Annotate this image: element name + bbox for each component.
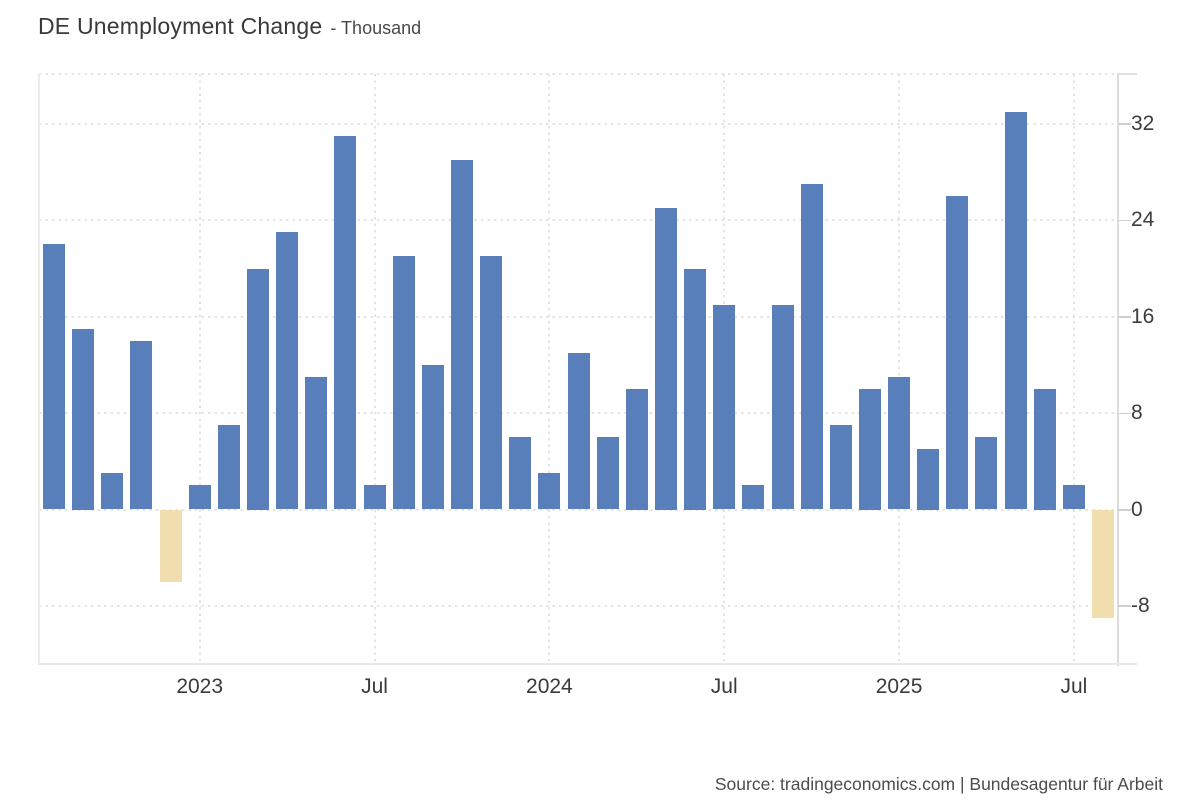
x-axis-tick-label-jul: Jul <box>1060 675 1088 698</box>
gridline-y-32 <box>39 122 1118 125</box>
bar-jan-2023[interactable] <box>188 485 211 510</box>
bar-feb-2025[interactable] <box>917 449 940 510</box>
bar-mar-2025[interactable] <box>946 196 969 510</box>
gridline-y-0 <box>39 508 1118 511</box>
y-axis-tick-mark <box>1118 509 1131 511</box>
bar-jun-2023[interactable] <box>334 135 357 510</box>
chart-header: DE Unemployment Change - Thousand <box>38 13 421 40</box>
y-axis-top-cap <box>1117 73 1137 75</box>
plot-area <box>39 73 1118 664</box>
bar-may-2024[interactable] <box>654 208 677 510</box>
bar-mar-2023[interactable] <box>246 268 269 510</box>
chart-footer: Source: tradingeconomics.com | Bundesage… <box>715 774 1163 795</box>
bar-jul-2023[interactable] <box>363 485 386 510</box>
bar-jul-2024[interactable] <box>713 304 736 510</box>
bar-sep-2024[interactable] <box>771 304 794 510</box>
y-axis-tick-label-24: 24 <box>1131 208 1155 232</box>
chart-title: DE Unemployment Change <box>38 13 323 39</box>
bar-oct-2022[interactable] <box>101 473 124 510</box>
bar-jul-2025[interactable] <box>1062 485 1085 510</box>
y-axis-tick-mark <box>1118 605 1131 607</box>
gridline-top <box>39 73 1118 75</box>
gridline-x-jul <box>373 74 376 664</box>
x-axis-line <box>38 663 1137 665</box>
y-axis-tick-label-16: 16 <box>1131 304 1155 328</box>
bar-apr-2025[interactable] <box>975 437 998 510</box>
bar-nov-2022[interactable] <box>130 340 153 510</box>
chart-subtitle: - Thousand <box>330 18 422 38</box>
bar-jan-2025[interactable] <box>888 376 911 510</box>
bar-aug-2024[interactable] <box>742 485 765 510</box>
bar-sep-2022[interactable] <box>72 328 95 510</box>
source-text: Source: tradingeconomics.com | Bundesage… <box>714 774 1163 794</box>
bar-may-2023[interactable] <box>305 376 328 510</box>
bar-mar-2024[interactable] <box>596 437 619 510</box>
gridline-y-16 <box>39 315 1118 318</box>
gridline-x-2023 <box>198 74 201 664</box>
bar-apr-2024[interactable] <box>625 389 648 510</box>
y-axis-tick-mark <box>1118 412 1131 415</box>
bar-aug-2022[interactable] <box>43 244 65 510</box>
bar-feb-2023[interactable] <box>217 425 240 510</box>
x-axis-tick-label-2024: 2024 <box>526 675 573 698</box>
x-axis-tick-label-jul: Jul <box>361 675 388 698</box>
y-axis-tick-mark <box>1118 219 1131 222</box>
bar-apr-2023[interactable] <box>276 232 299 510</box>
gridline-y-24 <box>39 219 1118 222</box>
bar-nov-2023[interactable] <box>480 256 503 510</box>
bar-jan-2024[interactable] <box>538 473 561 510</box>
bar-dec-2022[interactable] <box>159 509 182 582</box>
y-axis-tick-label-32: 32 <box>1131 111 1155 135</box>
x-axis-tick-label-2025: 2025 <box>875 675 923 698</box>
bar-aug-2023[interactable] <box>392 256 415 510</box>
x-axis-tick-label-jul: Jul <box>710 675 738 698</box>
y-axis-tick-label-0: 0 <box>1131 497 1143 521</box>
y-axis-line-right <box>1117 74 1119 666</box>
bar-dec-2023[interactable] <box>509 437 532 510</box>
bar-may-2025[interactable] <box>1004 111 1027 510</box>
gridline-x-jul <box>1072 74 1075 664</box>
bar-jun-2024[interactable] <box>684 268 707 510</box>
gridline-y--8 <box>39 604 1118 607</box>
bar-sep-2023[interactable] <box>421 364 444 510</box>
gridline-x-2025 <box>898 74 901 664</box>
y-axis-line-left <box>38 74 40 664</box>
y-axis-tick-mark <box>1118 316 1131 318</box>
bar-dec-2024[interactable] <box>858 389 881 510</box>
y-axis-tick-label--8: -8 <box>1131 593 1150 617</box>
bar-feb-2024[interactable] <box>567 352 590 510</box>
x-axis-tick-label-2023: 2023 <box>176 675 224 698</box>
y-axis-tick-label-8: 8 <box>1131 401 1143 425</box>
bar-oct-2024[interactable] <box>800 184 823 510</box>
bar-aug-2025[interactable] <box>1092 509 1115 618</box>
bar-oct-2023[interactable] <box>450 160 473 510</box>
y-axis-tick-mark <box>1118 123 1131 125</box>
bar-jun-2025[interactable] <box>1033 389 1056 510</box>
bar-nov-2024[interactable] <box>829 425 852 510</box>
gridline-x-2024 <box>548 74 551 664</box>
